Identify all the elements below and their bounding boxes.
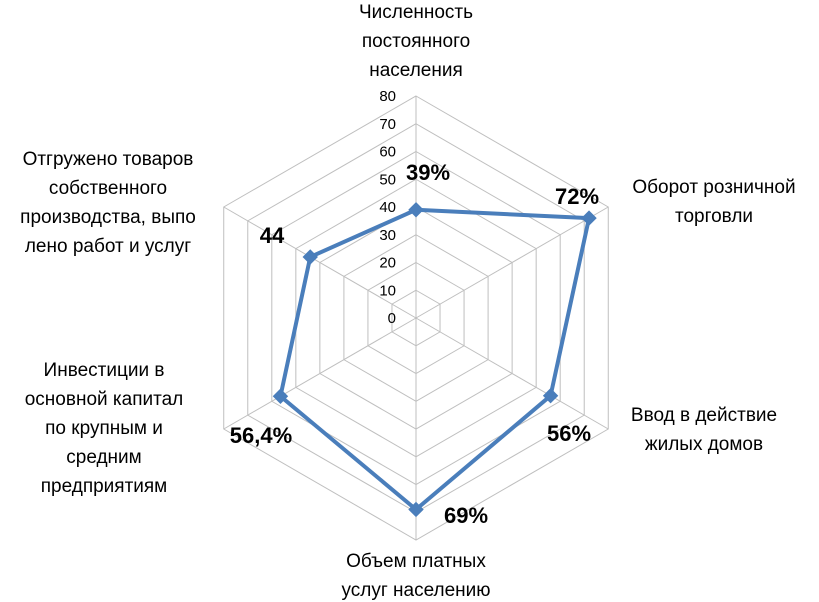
tick-label: 50 [379,171,396,188]
axis-label: населения [369,60,463,81]
data-point-marker [542,387,559,404]
tick-label: 20 [379,255,396,272]
axis-label: Оборот розничной [632,177,795,198]
radial-tick-labels: 0 10 20 30 40 50 60 70 80 [379,88,396,327]
axis-label: основной капитал [25,389,184,410]
grid-spoke [415,317,609,430]
axis-labels: Численность постоянного населения Оборот ро… [20,2,795,601]
radar-grid [223,95,609,541]
data-point-marker [302,249,318,265]
data-point-marker [272,388,289,404]
axis-label: Отгружено товаров [23,149,194,170]
data-label: 44 [260,223,285,248]
axis-label: лено работ и услуг [25,236,191,257]
axis-label: постоянного [362,31,470,52]
data-label: 56% [547,421,591,446]
axis-label: Численность [359,2,473,23]
axis-label: услуг населению [341,580,490,601]
data-point-marker [408,501,424,518]
tick-label: 30 [379,227,396,244]
tick-label: 0 [388,310,396,327]
axis-label: средним [66,447,141,468]
tick-label: 60 [379,144,396,161]
data-labels: 39% 72% 56% 69% 56,4% 44 [230,160,599,528]
axis-label: торговли [675,206,753,227]
data-series [272,202,597,518]
axis-label: жилых домов [645,434,763,455]
axis-label: производства, выпо [20,207,196,228]
axis-label: предприятиям [41,476,168,497]
tick-label: 40 [379,199,396,216]
data-label: 39% [406,160,450,185]
series-line [278,207,592,512]
grid-spoke [415,206,609,319]
data-label: 72% [555,184,599,209]
axis-label: собственного [49,178,167,199]
axis-label: Инвестиции в [44,360,165,381]
data-label: 69% [444,503,488,528]
data-point-marker [408,202,424,218]
axis-label: по крупным и [45,418,163,439]
grid-spoke [223,317,417,430]
axis-label: Ввод в действие [631,405,777,426]
tick-label: 80 [379,88,396,105]
data-label: 56,4% [230,423,292,448]
tick-label: 10 [379,282,396,299]
data-point-marker [581,210,597,226]
grid-spoke [223,206,417,319]
axis-label: Объем платных [346,551,486,572]
tick-label: 70 [379,116,396,133]
